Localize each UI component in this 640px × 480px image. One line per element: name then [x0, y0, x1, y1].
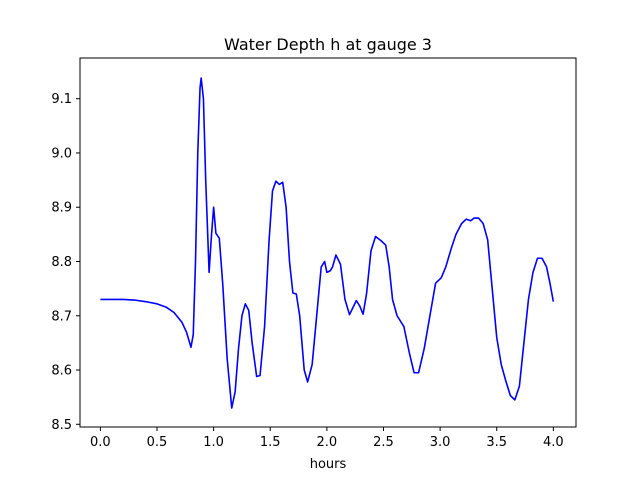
series-line-0 — [100, 77, 555, 409]
x-tick-label: 3.5 — [486, 435, 507, 450]
x-tick-label: 0.0 — [90, 435, 111, 450]
y-axis: 8.5 8.6 8.7 8.8 8.9 9.0 9.1 — [51, 92, 80, 433]
y-tick-label: 8.5 — [51, 418, 72, 433]
y-tick-label: 8.7 — [51, 309, 72, 324]
x-tick-label: 1.0 — [203, 435, 224, 450]
x-axis-label: hours — [310, 457, 347, 472]
x-tick-label: 2.5 — [373, 435, 394, 450]
chart-title: Water Depth h at gauge 3 — [224, 35, 432, 54]
x-tick-label: 0.5 — [147, 435, 168, 450]
x-tick-label: 3.0 — [430, 435, 451, 450]
y-tick-label: 8.6 — [51, 364, 72, 379]
y-tick-label: 9.0 — [51, 146, 72, 161]
x-axis: 0.0 0.5 1.0 1.5 2.0 2.5 3.0 3.5 4.0 — [90, 427, 564, 450]
y-tick-label: 8.8 — [51, 255, 72, 270]
series-layer — [100, 77, 555, 409]
y-tick-label: 8.9 — [51, 201, 72, 216]
x-tick-label: 4.0 — [543, 435, 564, 450]
plot-area — [80, 58, 576, 427]
x-tick-label: 2.0 — [317, 435, 338, 450]
axes-frame — [79, 57, 577, 428]
x-tick-label: 1.5 — [260, 435, 281, 450]
y-tick-label: 9.1 — [51, 92, 72, 107]
